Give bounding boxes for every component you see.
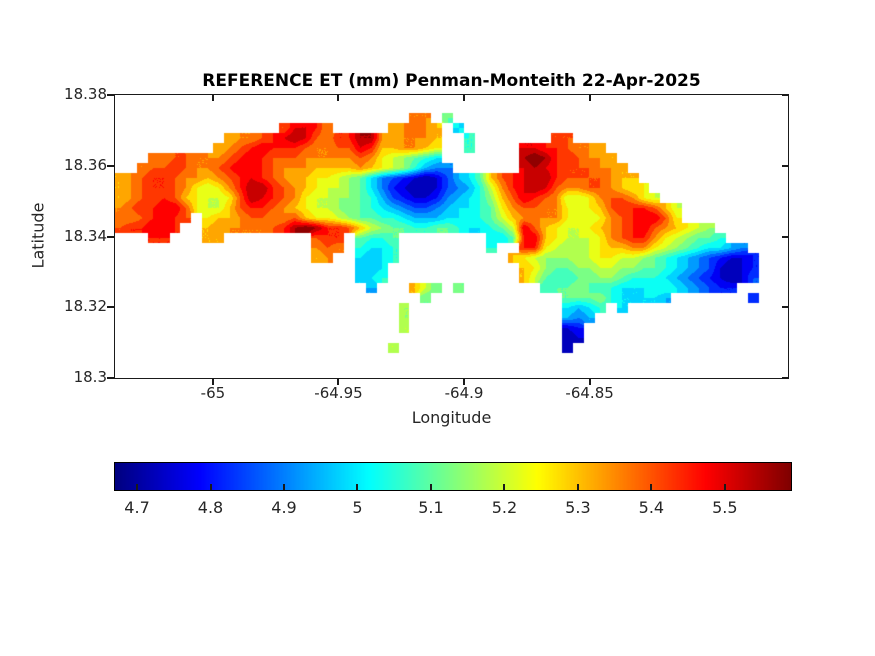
y-tick-label: 18.3 — [73, 368, 107, 386]
colorbar-tick-label: 5.5 — [712, 498, 738, 517]
plot-area — [114, 94, 789, 379]
x-axis-top-tick — [463, 95, 466, 101]
colorbar-tick — [429, 484, 432, 490]
y-tick-label: 18.36 — [64, 155, 107, 174]
x-tick-label: -64.85 — [565, 384, 614, 402]
x-tick-label: -65 — [200, 384, 226, 402]
chart-title: REFERENCE ET (mm) Penman-Monteith 22-Apr… — [202, 71, 701, 91]
x-axis-tick — [337, 378, 340, 385]
colorbar-tick — [503, 484, 506, 490]
y-axis-right-tick — [782, 306, 788, 309]
colorbar-tick-label: 4.9 — [271, 498, 297, 517]
colorbar-tick — [283, 484, 285, 490]
x-tick-label: -64.95 — [314, 384, 363, 402]
x-axis-label: Longitude — [411, 408, 492, 427]
x-axis-tick — [588, 378, 591, 385]
y-axis-tick — [107, 377, 114, 379]
y-axis-tick — [107, 164, 114, 167]
x-axis-tick — [463, 378, 466, 385]
x-axis-top-tick — [211, 95, 214, 101]
colorbar-tick — [209, 484, 212, 490]
colorbar-tick-label: 5 — [352, 498, 363, 517]
y-axis-right-tick — [782, 377, 788, 379]
x-tick-label: -64.9 — [444, 384, 484, 402]
y-axis-tick — [107, 306, 114, 309]
colorbar-tick-label: 4.7 — [124, 498, 150, 517]
y-tick-label: 18.34 — [64, 226, 107, 245]
colorbar-tick — [650, 484, 653, 490]
y-axis-tick — [107, 235, 114, 238]
x-axis-tick — [211, 378, 214, 385]
y-axis-right-tick — [782, 235, 788, 238]
y-axis-tick — [107, 94, 114, 96]
colorbar — [114, 462, 792, 491]
contour-map-canvas — [115, 95, 788, 378]
colorbar-tick-label: 4.8 — [197, 498, 224, 517]
colorbar-tick-label: 5.1 — [418, 498, 444, 517]
colorbar-tick — [356, 484, 359, 490]
y-tick-label: 18.38 — [64, 85, 107, 103]
y-axis-right-tick — [782, 94, 788, 96]
y-axis-right-tick — [782, 164, 788, 167]
colorbar-tick-label: 5.4 — [638, 498, 665, 517]
colorbar-gradient-canvas — [115, 463, 791, 490]
colorbar-tick-label: 5.2 — [491, 498, 518, 517]
colorbar-tick-label: 5.3 — [565, 498, 591, 517]
x-axis-top-tick — [588, 95, 591, 101]
colorbar-tick — [136, 484, 139, 490]
x-axis-top-tick — [337, 95, 340, 101]
colorbar-tick — [576, 484, 579, 490]
colorbar-tick — [723, 484, 726, 490]
y-tick-label: 18.32 — [64, 297, 107, 316]
